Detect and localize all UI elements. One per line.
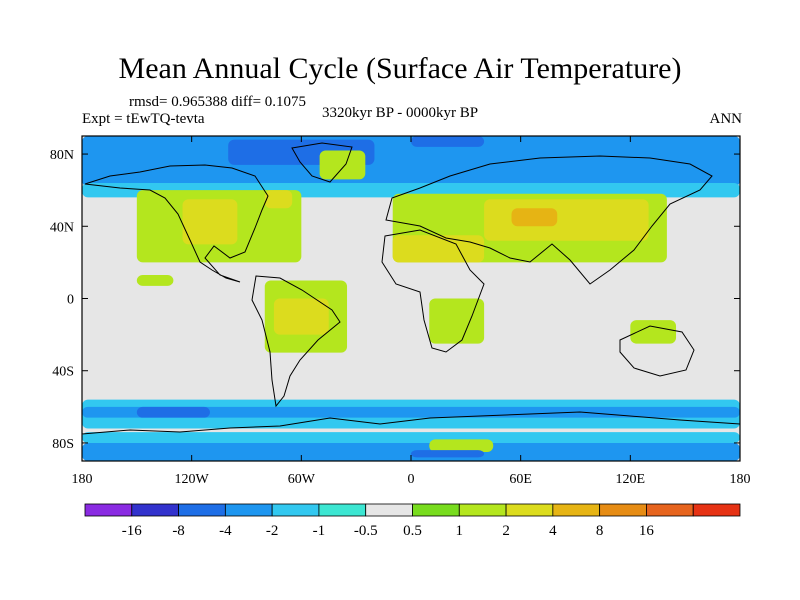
coastline-australia (619, 325, 695, 377)
colorbar-label: 4 (549, 523, 557, 539)
anomaly-region (136, 275, 174, 286)
lat-tick-label: 40N (50, 220, 74, 235)
colorbar-label: 1 (456, 523, 464, 539)
lon-tick-label: 180 (730, 472, 751, 487)
colorbar-swatch (131, 503, 179, 517)
anomaly-region (82, 442, 740, 461)
lat-tick-label: 40S (52, 365, 74, 380)
chart-title: Mean Annual Cycle (Surface Air Temperatu… (118, 52, 682, 85)
colorbar-swatch (271, 503, 320, 517)
lat-tick-label: 80N (50, 148, 74, 163)
longitude-axis: 180 120W 60W 0 60E 120E 180 (72, 136, 751, 487)
colorbar-swatch (224, 503, 273, 517)
lat-tick-label: 80S (52, 437, 74, 452)
lat-tick-label: 0 (67, 293, 74, 308)
colorbar-label: 2 (502, 523, 510, 539)
anomaly-region (392, 235, 485, 263)
anomaly-region (82, 432, 740, 443)
colorbar-label: -8 (172, 523, 185, 539)
colorbar-swatch (458, 503, 507, 517)
colorbar-label: -1 (313, 523, 326, 539)
colorbar-swatch (505, 503, 554, 517)
colorbar-swatch (599, 503, 647, 517)
coastlines (81, 142, 741, 435)
lon-tick-label: 120E (616, 472, 646, 487)
colorbar-swatch (84, 503, 133, 517)
coastline-greenland (291, 142, 353, 183)
colorbar-swatch (178, 503, 226, 517)
anomaly-region (273, 298, 329, 335)
anomaly-region (630, 320, 677, 344)
coastline-antarctica (81, 411, 741, 435)
anomaly-region (411, 450, 485, 458)
anomaly-region (429, 298, 485, 344)
season-label: ANN (709, 111, 743, 127)
colorbar-label: 16 (639, 523, 655, 539)
colorbar-swatch (412, 503, 460, 517)
anomaly-region (429, 439, 494, 452)
lon-tick-label: 60E (509, 472, 532, 487)
anomaly-field (82, 136, 740, 461)
colorbar-swatch (646, 503, 694, 517)
colorbar-label: -4 (219, 523, 232, 539)
colorbar: -16 -8 -4 -2 -1 -0.5 0.5 1 2 4 8 16 (84, 503, 741, 539)
colorbar-swatch (692, 503, 741, 517)
anomaly-region (484, 199, 649, 241)
lon-tick-label: 120W (175, 472, 210, 487)
anomaly-region (411, 136, 485, 147)
anomaly-region (82, 136, 740, 187)
colorbar-label: -2 (266, 523, 279, 539)
anomaly-region (82, 406, 740, 418)
lon-tick-label: 180 (72, 472, 93, 487)
lon-tick-label: 0 (408, 472, 415, 487)
colorbar-label: 8 (596, 523, 604, 539)
latitude-axis: 80N 40N 0 40S 80S (50, 148, 740, 452)
colorbar-label: -16 (122, 523, 142, 539)
experiment-label: Expt = tEwTQ-tevta (82, 111, 205, 127)
colorbar-swatch (552, 503, 601, 517)
coastline-north-america (84, 164, 269, 283)
colorbar-label: 0.5 (403, 523, 422, 539)
anomaly-region (511, 208, 558, 227)
anomaly-region (319, 150, 366, 180)
coastline-south-america (251, 275, 341, 408)
period-label: 3320kyr BP - 0000kyr BP (321, 105, 479, 121)
colorbar-swatch (318, 503, 367, 517)
colorbar-swatch (365, 503, 413, 517)
colorbar-label: -0.5 (354, 523, 378, 539)
anomaly-region (136, 406, 210, 418)
lon-tick-label: 60W (288, 472, 316, 487)
coastline-africa (381, 229, 485, 353)
anomaly-region (264, 190, 293, 209)
coastline-eurasia (385, 155, 713, 285)
rmsd-diff-stats: rmsd= 0.965388 diff= 0.1075 (129, 94, 307, 110)
anomaly-region (182, 199, 238, 245)
